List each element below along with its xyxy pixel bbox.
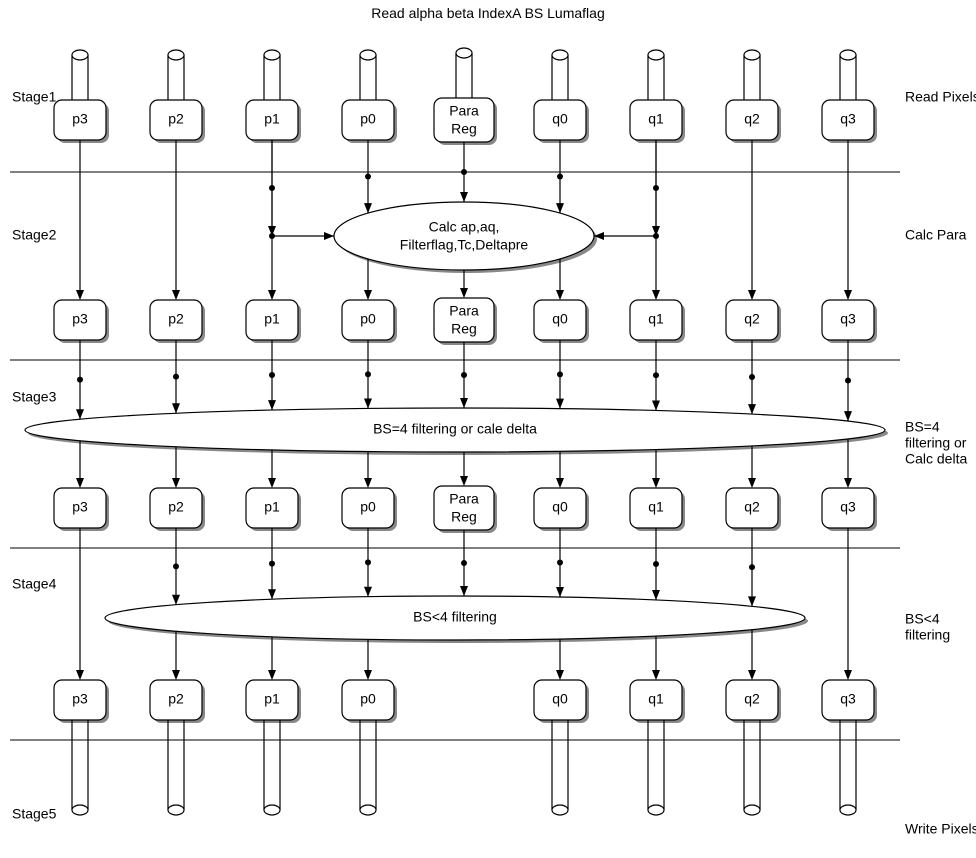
svg-text:Calc Para: Calc Para	[905, 227, 967, 243]
svg-text:q3: q3	[840, 499, 856, 515]
svg-text:p0: p0	[360, 311, 376, 327]
svg-text:p2: p2	[168, 311, 184, 327]
svg-text:p2: p2	[168, 691, 184, 707]
svg-text:Para: Para	[449, 103, 479, 119]
svg-text:Stage5: Stage5	[12, 806, 57, 822]
svg-text:BS=4 filtering or cale delta: BS=4 filtering or cale delta	[373, 421, 537, 437]
svg-text:filtering or: filtering or	[905, 435, 967, 451]
svg-text:q1: q1	[648, 311, 664, 327]
svg-text:Stage3: Stage3	[12, 389, 57, 405]
svg-text:BS=4: BS=4	[905, 419, 940, 435]
svg-text:BS<4: BS<4	[905, 611, 940, 627]
svg-text:Stage1: Stage1	[12, 89, 57, 105]
svg-text:Reg: Reg	[451, 121, 477, 137]
svg-text:p3: p3	[72, 311, 88, 327]
svg-text:Stage4: Stage4	[12, 576, 57, 592]
svg-text:p2: p2	[168, 111, 184, 127]
svg-text:Para: Para	[449, 491, 479, 507]
svg-text:p1: p1	[264, 111, 280, 127]
svg-text:Para: Para	[449, 303, 479, 319]
svg-text:p1: p1	[264, 311, 280, 327]
svg-text:Read Pixels: Read Pixels	[905, 89, 976, 105]
svg-text:p0: p0	[360, 111, 376, 127]
svg-text:BS<4 filtering: BS<4 filtering	[413, 609, 497, 625]
svg-text:p1: p1	[264, 499, 280, 515]
svg-text:p3: p3	[72, 691, 88, 707]
svg-text:Calc ap,aq,: Calc ap,aq,	[429, 219, 500, 235]
svg-text:Calc delta: Calc delta	[905, 451, 967, 467]
svg-text:filtering: filtering	[905, 627, 950, 643]
svg-text:q2: q2	[744, 691, 760, 707]
svg-text:q3: q3	[840, 691, 856, 707]
svg-text:Reg: Reg	[451, 321, 477, 337]
svg-text:q3: q3	[840, 111, 856, 127]
svg-text:Stage2: Stage2	[12, 227, 57, 243]
svg-text:Reg: Reg	[451, 509, 477, 525]
svg-text:q2: q2	[744, 499, 760, 515]
svg-text:p0: p0	[360, 499, 376, 515]
svg-text:q0: q0	[552, 499, 568, 515]
svg-text:q1: q1	[648, 111, 664, 127]
svg-text:q3: q3	[840, 311, 856, 327]
svg-text:q0: q0	[552, 691, 568, 707]
svg-text:q1: q1	[648, 499, 664, 515]
svg-text:Write Pixels: Write Pixels	[905, 821, 976, 837]
svg-text:q1: q1	[648, 691, 664, 707]
svg-text:Filterflag,Tc,Deltapre: Filterflag,Tc,Deltapre	[400, 237, 529, 253]
svg-text:q0: q0	[552, 111, 568, 127]
svg-text:p0: p0	[360, 691, 376, 707]
svg-text:Read alpha beta IndexA BS Lum: Read alpha beta IndexA BS Lumaflag	[371, 5, 605, 21]
svg-text:p3: p3	[72, 111, 88, 127]
svg-text:p1: p1	[264, 691, 280, 707]
svg-text:q0: q0	[552, 311, 568, 327]
svg-text:p3: p3	[72, 499, 88, 515]
svg-text:q2: q2	[744, 311, 760, 327]
svg-text:p2: p2	[168, 499, 184, 515]
svg-text:q2: q2	[744, 111, 760, 127]
